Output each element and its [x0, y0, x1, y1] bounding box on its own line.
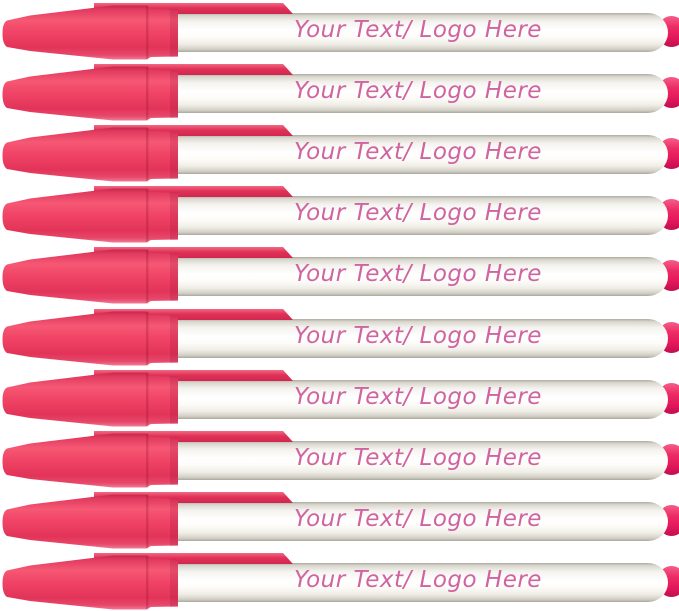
pen-cap-clip [94, 3, 293, 14]
pen-imprint-text: Your Text/ Logo Here [294, 78, 542, 104]
pen-cap-clip [94, 186, 293, 197]
pen-barrel [170, 74, 668, 113]
pen-cap-mouth-shadow [170, 437, 178, 485]
pen-cap-mouth-shadow [170, 376, 178, 424]
pen-barrel [170, 380, 668, 419]
pen: Your Text/ Logo Here [0, 367, 679, 428]
pen-cap [2, 433, 178, 488]
pen-barrel [170, 319, 668, 358]
pen-cap-cone [2, 372, 178, 427]
pen: Your Text/ Logo Here [0, 0, 679, 61]
pen-cap-cone [2, 494, 178, 549]
pen: Your Text/ Logo Here [0, 550, 679, 611]
pen: Your Text/ Logo Here [0, 122, 679, 183]
pen-barrel [170, 502, 668, 541]
pen-cap-mouth-shadow [170, 253, 178, 301]
pen-imprint-text: Your Text/ Logo Here [294, 200, 542, 226]
pen-imprint-text: Your Text/ Logo Here [294, 445, 542, 471]
pen-barrel [170, 257, 668, 296]
pen: Your Text/ Logo Here [0, 183, 679, 244]
pen-cap-ring [146, 555, 149, 610]
pen-cap-clip [94, 370, 293, 381]
pen-cap-mouth-shadow [170, 498, 178, 546]
pen-imprint-text: Your Text/ Logo Here [294, 17, 542, 43]
pen: Your Text/ Logo Here [0, 61, 679, 122]
pen-barrel [170, 563, 668, 602]
pen-cap [2, 5, 178, 60]
pen-cap [2, 555, 178, 610]
pen-cap-ring [146, 188, 149, 243]
pen-imprint-text: Your Text/ Logo Here [294, 506, 542, 532]
pen-cap-mouth-shadow [170, 131, 178, 179]
pen-cap-cone [2, 433, 178, 488]
pen-cap-ring [146, 311, 149, 366]
pen-imprint-text: Your Text/ Logo Here [294, 567, 542, 593]
pen-cap-ring [146, 494, 149, 549]
pen-cap [2, 188, 178, 243]
pen-cap-ring [146, 433, 149, 488]
pen-cap-cone [2, 5, 178, 60]
pen-cap-cone [2, 311, 178, 366]
pen-cap [2, 66, 178, 121]
pen-cap-ring [146, 127, 149, 182]
pen-cap [2, 311, 178, 366]
pen: Your Text/ Logo Here [0, 306, 679, 367]
pen: Your Text/ Logo Here [0, 244, 679, 305]
pen-imprint-text: Your Text/ Logo Here [294, 384, 542, 410]
pen-cap-cone [2, 66, 178, 121]
pen-imprint-text: Your Text/ Logo Here [294, 323, 542, 349]
pen: Your Text/ Logo Here [0, 489, 679, 550]
pen-cap [2, 494, 178, 549]
pen-cap-mouth-shadow [170, 315, 178, 363]
pen-cap-mouth-shadow [170, 9, 178, 57]
pen-cap-clip [94, 309, 293, 320]
pen-cap-ring [146, 5, 149, 60]
pen-cap-cone [2, 188, 178, 243]
pen-cap-clip [94, 553, 293, 564]
pen-cap-ring [146, 249, 149, 304]
pen-cap [2, 372, 178, 427]
pen-cap-clip [94, 247, 293, 258]
pen-cap-clip [94, 64, 293, 75]
pen-barrel [170, 441, 668, 480]
pen-cap-cone [2, 127, 178, 182]
pen-cap-ring [146, 66, 149, 121]
pen-cap-mouth-shadow [170, 70, 178, 118]
pen-cap-cone [2, 555, 178, 610]
pen-imprint-text: Your Text/ Logo Here [294, 261, 542, 287]
pen-cap [2, 127, 178, 182]
pen-barrel [170, 13, 668, 52]
pen-cap [2, 249, 178, 304]
pen-barrel [170, 196, 668, 235]
pen-cap-ring [146, 372, 149, 427]
pen-cap-cone [2, 249, 178, 304]
pen: Your Text/ Logo Here [0, 428, 679, 489]
pen-cap-clip [94, 492, 293, 503]
pen-cap-clip [94, 125, 293, 136]
pen-imprint-text: Your Text/ Logo Here [294, 139, 542, 165]
pen-cap-mouth-shadow [170, 559, 178, 607]
pen-cap-mouth-shadow [170, 192, 178, 240]
pen-cap-clip [94, 431, 293, 442]
pen-barrel [170, 135, 668, 174]
